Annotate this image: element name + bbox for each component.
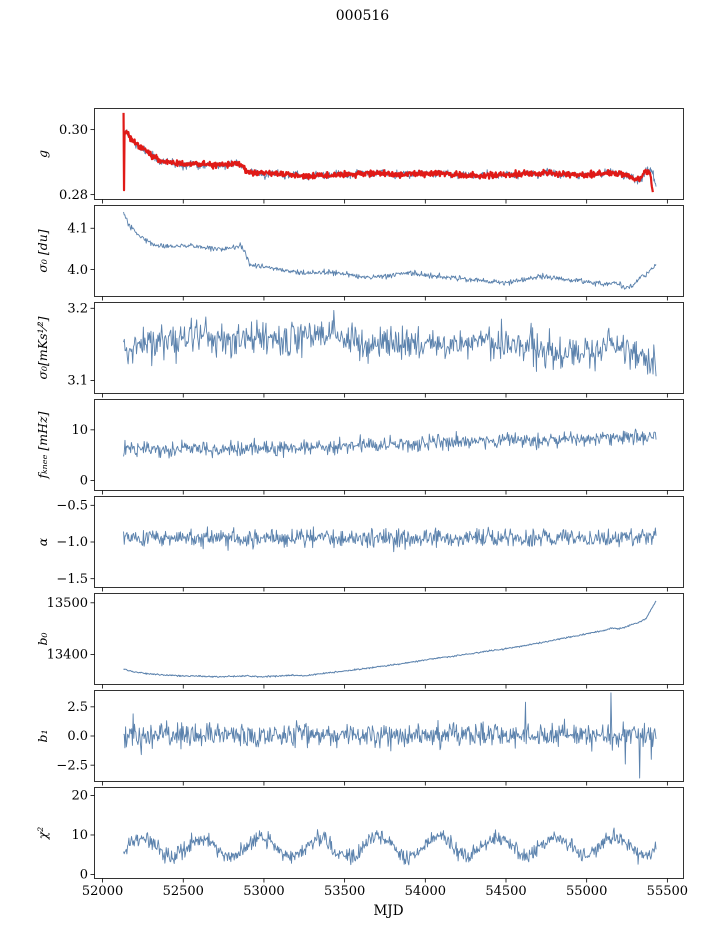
- svg-text:0.0: 0.0: [67, 729, 88, 744]
- y-axis-label-alpha: α: [35, 537, 50, 546]
- svg-text:10: 10: [71, 423, 88, 438]
- svg-text:53500: 53500: [324, 884, 365, 899]
- svg-text:54000: 54000: [405, 884, 446, 899]
- svg-text:−0.5: −0.5: [56, 499, 88, 514]
- y-axis-label-chi2: χ²: [35, 827, 50, 841]
- svg-text:20: 20: [71, 789, 88, 804]
- series-line-sigma0-du: [123, 211, 657, 290]
- series-line-g-overlay: [122, 112, 654, 193]
- y-axis-label-fknee: fₖₙₑₑ [mHz]: [35, 411, 50, 479]
- y-axis-ticks: 0.28 0.30: [59, 123, 95, 203]
- subplot-sigma0-mks: 3.1 3.2 σ₀[mKs¹⁄²]: [35, 301, 684, 398]
- series-line-fknee: [123, 428, 657, 459]
- series-line-alpha: [123, 526, 657, 553]
- svg-text:13400: 13400: [47, 648, 88, 663]
- svg-text:−1.5: −1.5: [56, 572, 88, 587]
- svg-text:55000: 55000: [566, 884, 607, 899]
- axes-box: [94, 302, 684, 394]
- series-line-sigma0-mks: [123, 309, 657, 377]
- svg-text:52000: 52000: [82, 884, 123, 899]
- axes-box: [94, 399, 684, 491]
- x-axis-ticks: [102, 490, 668, 495]
- x-axis-ticks: [102, 199, 668, 204]
- y-axis-ticks: 13400 13500: [47, 596, 95, 663]
- y-axis-ticks: −1.5 −1.0 −0.5: [56, 499, 95, 587]
- svg-text:52500: 52500: [163, 884, 204, 899]
- subplot-sigma0-du: 4.0 4.1 σ₀ [du]: [35, 205, 684, 301]
- subplot-g: 0.28 0.30 g: [35, 108, 684, 204]
- svg-text:4.0: 4.0: [67, 263, 88, 278]
- y-axis-label-b1: b₁: [35, 729, 50, 742]
- axes-box: [94, 593, 684, 685]
- svg-text:0.28: 0.28: [59, 188, 88, 203]
- y-axis-ticks: 3.1 3.2: [67, 301, 95, 389]
- svg-text:3.2: 3.2: [67, 301, 88, 316]
- y-axis-ticks: 4.0 4.1: [67, 221, 95, 278]
- svg-text:54500: 54500: [485, 884, 526, 899]
- axes-box: [94, 205, 684, 297]
- y-axis-label-sigma0-du: σ₀ [du]: [35, 229, 50, 272]
- svg-text:0: 0: [80, 474, 88, 489]
- y-axis-ticks: −2.5 0.0 2.5: [56, 700, 95, 773]
- figure-title: 000516: [335, 8, 390, 24]
- svg-text:3.1: 3.1: [67, 374, 88, 389]
- y-axis-ticks: 0 10 20: [71, 789, 95, 883]
- svg-text:0.30: 0.30: [59, 123, 88, 138]
- subplot-alpha: −1.5 −1.0 −0.5 α: [35, 496, 684, 592]
- svg-text:55500: 55500: [647, 884, 688, 899]
- x-axis-ticks: [102, 684, 668, 689]
- svg-text:0: 0: [80, 868, 88, 883]
- subplot-fknee: 0 10 fₖₙₑₑ [mHz]: [35, 399, 684, 495]
- svg-text:53000: 53000: [243, 884, 284, 899]
- svg-text:13500: 13500: [47, 596, 88, 611]
- y-axis-ticks: 0 10: [71, 423, 95, 489]
- axes-box: [94, 108, 684, 200]
- series-line-chi2: [123, 827, 657, 866]
- x-axis-label: MJD: [373, 903, 404, 919]
- svg-text:2.5: 2.5: [67, 700, 88, 715]
- y-axis-label-g: g: [35, 150, 50, 158]
- subplot-chi2: 0 10 20 52000 52500 53000 53500 54000 54500 55000…: [35, 787, 688, 899]
- series-line-b0: [123, 600, 657, 678]
- subplot-b0: 13400 13500 b₀: [35, 593, 684, 689]
- x-axis-ticks: [102, 393, 668, 398]
- svg-text:10: 10: [71, 828, 88, 843]
- svg-text:−2.5: −2.5: [56, 758, 88, 773]
- series-line-b1: [123, 692, 657, 779]
- x-axis-ticks: [102, 296, 668, 301]
- y-axis-label-sigma0-mks: σ₀[mKs¹⁄²]: [35, 316, 50, 379]
- axes-box: [94, 787, 684, 879]
- y-axis-label-b0: b₀: [35, 632, 50, 645]
- subplot-b1: −2.5 0.0 2.5 b₁: [35, 690, 684, 786]
- x-axis-ticks: 52000 52500 53000 53500 54000 54500 55000 55500: [82, 878, 688, 899]
- svg-text:4.1: 4.1: [67, 221, 88, 236]
- x-axis-ticks: [102, 781, 668, 786]
- svg-text:−1.0: −1.0: [56, 535, 88, 550]
- x-axis-ticks: [102, 587, 668, 592]
